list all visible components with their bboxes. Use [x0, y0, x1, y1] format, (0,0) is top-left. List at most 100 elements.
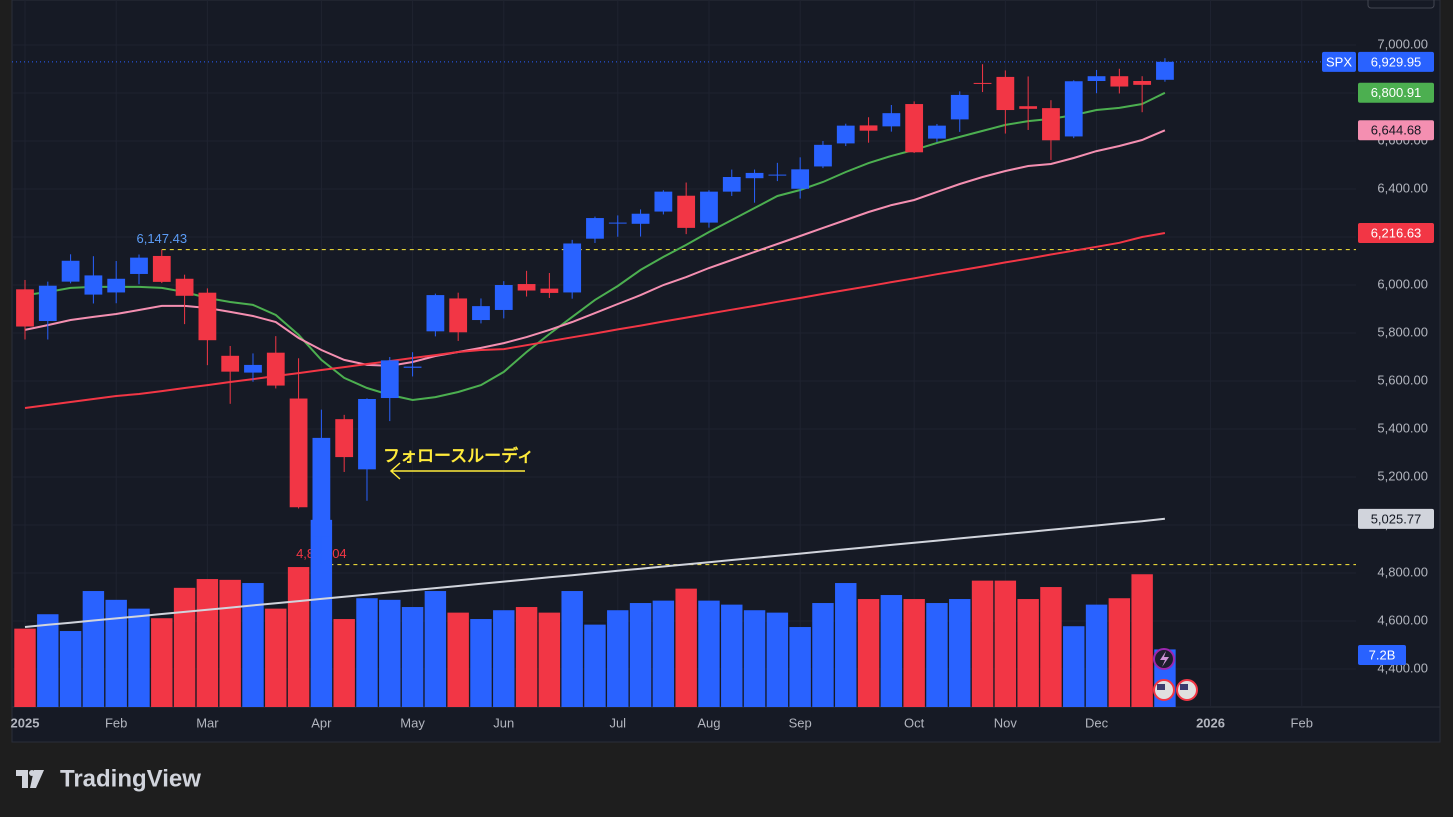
event-icon — [1160, 651, 1169, 667]
y-tick-label: 5,400.00 — [1377, 420, 1428, 435]
volume-bar — [219, 579, 241, 707]
candle-body — [221, 355, 240, 372]
volume-bar — [971, 580, 994, 707]
volume-value-box — [1358, 645, 1406, 666]
symbol-box — [1322, 51, 1356, 72]
candle-body — [928, 125, 946, 139]
candle-body — [426, 295, 445, 332]
volume-bar — [265, 608, 287, 707]
volume-bar — [1017, 599, 1039, 707]
volume-bar — [812, 603, 834, 707]
volume-bar — [652, 600, 675, 707]
volume-bar — [1085, 604, 1108, 707]
candle-body — [266, 352, 285, 386]
candle-body — [1133, 81, 1152, 85]
volume-bar — [949, 599, 971, 707]
x-tick-label: May — [400, 715, 425, 730]
candle-body — [472, 306, 490, 321]
volume-bar — [743, 610, 766, 707]
candle-body — [745, 172, 764, 179]
volume-bar — [1108, 598, 1131, 707]
event-icon — [1157, 684, 1165, 690]
candle-body — [1042, 108, 1060, 141]
candle-body — [175, 278, 194, 296]
volume-bar — [857, 599, 880, 707]
volume-bar — [173, 587, 196, 707]
candle-body — [882, 113, 901, 127]
candle-body — [1064, 81, 1083, 137]
volume-bar — [196, 579, 219, 707]
candle-body — [586, 218, 604, 239]
volume-bar — [356, 598, 378, 707]
volume-bar — [493, 610, 515, 707]
volume-bar — [561, 591, 583, 707]
candle-body — [130, 257, 148, 274]
volume-bar — [835, 583, 857, 707]
x-tick-label: Nov — [994, 715, 1018, 730]
candle-body — [358, 399, 376, 470]
brand: TradingView — [60, 765, 201, 792]
x-tick-label: 2025 — [11, 715, 40, 730]
volume-bar — [470, 619, 492, 707]
candle-body — [905, 104, 924, 153]
x-tick-label: Feb — [105, 715, 127, 730]
volume-bar — [82, 591, 105, 707]
candle-body — [1156, 61, 1174, 80]
volume-bar — [926, 603, 948, 707]
candle-body — [312, 437, 331, 537]
logo-mark — [16, 770, 44, 788]
volume-bar — [1063, 626, 1085, 707]
volume-bar — [789, 627, 811, 707]
candle-body — [380, 360, 399, 399]
candle-body — [631, 213, 650, 224]
candle-body — [494, 285, 513, 310]
candle-body — [791, 169, 810, 189]
x-tick-label: Apr — [311, 715, 332, 730]
volume-bar — [424, 591, 447, 707]
volume-bar — [128, 608, 150, 707]
moving-average — [24, 517, 1166, 628]
x-tick-label: Sep — [789, 715, 812, 730]
candle-body — [950, 94, 969, 120]
volume-bar — [584, 624, 606, 707]
candle-body — [517, 284, 536, 291]
volume-bar — [515, 607, 538, 707]
volume-bar — [880, 595, 903, 707]
candle-body — [244, 364, 262, 373]
x-tick-label: Aug — [697, 715, 720, 730]
candle-body — [107, 278, 126, 293]
y-tick-label: 4,800.00 — [1377, 564, 1428, 579]
volume-bar — [629, 603, 652, 707]
y-tick-label: 5,200.00 — [1377, 468, 1428, 483]
candle-body — [38, 285, 57, 322]
candle-body — [198, 292, 217, 341]
x-tick-label: Feb — [1291, 715, 1313, 730]
y-tick-label: 4,600.00 — [1377, 612, 1428, 627]
last-price-label-box — [1358, 51, 1434, 72]
volume-bar — [675, 588, 697, 707]
candle-body — [1110, 76, 1129, 87]
candle-body — [768, 174, 787, 176]
volume-bar — [721, 604, 743, 707]
y-tick-label: 5,600.00 — [1377, 372, 1428, 387]
candle-body — [722, 177, 741, 192]
volume-bar — [242, 583, 264, 707]
candle-body — [654, 191, 673, 212]
volume-bar — [1131, 574, 1153, 707]
y-tick-label: 5,800.00 — [1377, 324, 1428, 339]
volume-bar — [310, 519, 333, 707]
x-tick-label: 2026 — [1196, 715, 1225, 730]
y-tick-label: 6,400.00 — [1377, 180, 1428, 195]
candle-body — [859, 125, 878, 131]
candle-body — [289, 398, 308, 508]
volume-bar — [698, 600, 720, 707]
candle-body — [973, 82, 992, 84]
x-tick-label: Jun — [493, 715, 514, 730]
candle-body — [836, 125, 855, 144]
ma-value-label-box — [1358, 120, 1434, 141]
candle-body — [16, 289, 34, 327]
candle-body — [403, 366, 422, 368]
candle-body — [814, 144, 832, 167]
ma-value-label: 6,644.68 — [1371, 123, 1422, 138]
